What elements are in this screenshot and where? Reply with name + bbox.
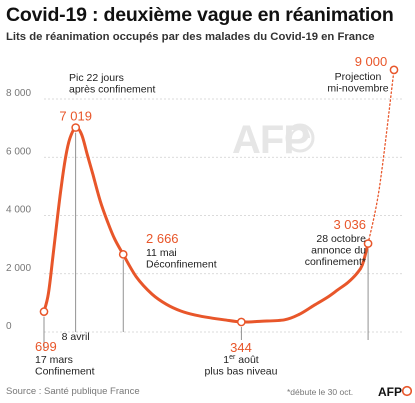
annotation-text: Confinement <box>35 366 95 378</box>
data-label: 7 019 <box>59 109 92 124</box>
data-label: 2 666 <box>146 231 179 246</box>
data-point <box>39 307 49 316</box>
afp-logo: AFP <box>378 385 412 399</box>
afp-watermark: AFP <box>232 118 315 162</box>
data-point <box>389 65 399 75</box>
y-tick-label: 8 000 <box>6 88 31 99</box>
data-point <box>71 123 81 132</box>
series-layer <box>42 69 395 324</box>
y-tick-label: 4 000 <box>6 205 31 216</box>
y-tick-label: 2 000 <box>6 263 31 274</box>
data-point <box>236 317 246 327</box>
data-point <box>118 250 128 259</box>
svg-text:AFP: AFP <box>232 118 309 162</box>
y-tick-label: 6 000 <box>6 146 31 157</box>
annotation-text: annonce du <box>311 245 366 257</box>
marker-lines <box>43 132 369 349</box>
footnote: *débute le 30 oct. <box>287 387 354 397</box>
annotation-text: Projection <box>335 71 382 83</box>
series-line <box>42 125 370 324</box>
annotation-text: Déconfinement <box>146 259 217 271</box>
annotation-text: mi-novembre <box>327 83 388 95</box>
annotation-text: 11 mai <box>146 247 177 259</box>
x-axis-label: 8 avril <box>62 331 90 343</box>
points-layer <box>39 65 399 327</box>
annotation-text: Pic 22 jours <box>69 72 124 84</box>
grid-layer: 0 2 000 4 000 6 000 8 000 <box>6 88 402 333</box>
projection-line <box>367 69 395 245</box>
data-label: 3 036 <box>333 217 366 232</box>
data-label: 344 <box>230 340 252 355</box>
data-point <box>363 239 373 248</box>
source-note: Source : Santé publique France <box>6 386 140 397</box>
annotation-text: après confinement <box>69 84 155 96</box>
annotation-text: 28 octobre <box>316 233 366 245</box>
y-tick-label: 0 <box>6 321 12 332</box>
data-label: 9 000 <box>355 54 388 69</box>
data-label: 699 <box>35 339 57 354</box>
annotation-text: plus bas niveau <box>205 366 278 378</box>
svg-text:AFP: AFP <box>378 385 402 399</box>
chart-title: Covid-19 : deuxième vague en réanimation <box>6 4 394 26</box>
chart-subtitle: Lits de réanimation occupés par des mala… <box>6 31 375 43</box>
annotation-text: confinement* <box>305 256 366 268</box>
annotation-text: 17 mars <box>35 354 73 366</box>
annotation-text: 1er août <box>223 354 259 366</box>
